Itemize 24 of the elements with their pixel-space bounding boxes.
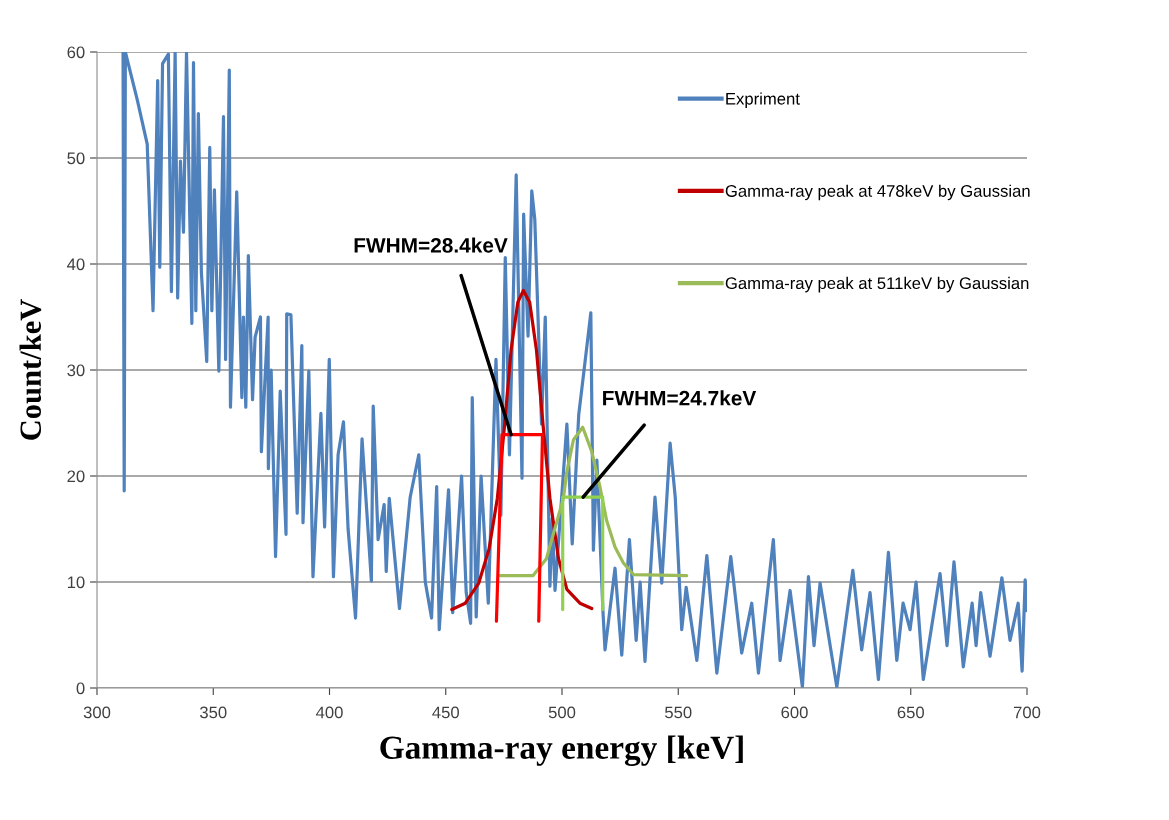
x-tick-label: 500 <box>548 706 576 719</box>
x-tick-label: 650 <box>897 706 924 719</box>
x-tick-label: 700 <box>1013 706 1041 719</box>
x-tick-label: 450 <box>432 706 459 719</box>
y-tick-label: 10 <box>67 576 85 589</box>
legend-label: Expriment <box>726 92 800 108</box>
x-axis-title: Gamma-ray energy [keV] <box>380 735 743 766</box>
x-tick-label: 400 <box>315 706 343 719</box>
x-tick-label: 600 <box>781 706 808 719</box>
annotation: FWHM=28.4keV <box>354 237 508 253</box>
annotation: FWHM=24.7keV <box>603 390 757 406</box>
legend-label: Gamma-ray peak at 478keV by Gaussian <box>725 184 1030 201</box>
y-tick-label: 20 <box>67 470 85 483</box>
x-tick-label: 550 <box>665 706 692 719</box>
y-tick-label: 60 <box>67 46 85 59</box>
y-tick-label: 40 <box>67 258 85 271</box>
line-series <box>498 425 689 578</box>
legend-label: Gamma-ray peak at 511keV by Gaussian <box>725 276 1029 293</box>
y-tick-label: 50 <box>67 152 85 165</box>
y-tick-label: 0 <box>76 682 85 695</box>
y-tick-label: 30 <box>67 364 85 377</box>
y-axis-title: Count/keV <box>19 299 42 440</box>
x-tick-label: 300 <box>83 706 111 719</box>
x-tick-label: 350 <box>199 706 227 719</box>
